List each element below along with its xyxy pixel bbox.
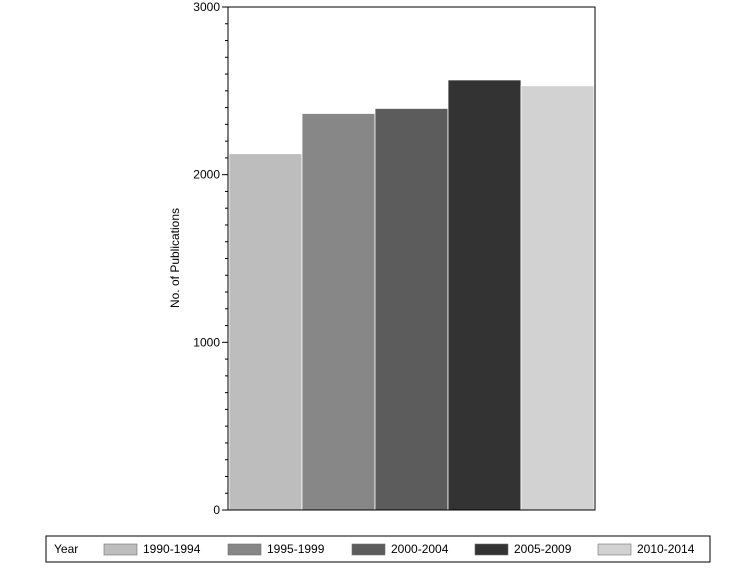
bars-layer xyxy=(228,79,595,511)
legend-title: Year xyxy=(54,542,78,556)
legend: Year 1990-1994 1995-1999 2000-2004 2005-200… xyxy=(45,535,711,563)
y-tick-label: 3000 xyxy=(193,0,220,14)
y-axis-label: No. of Publications xyxy=(168,208,182,308)
bar-2010-2014 xyxy=(520,85,595,511)
bar-2000-2004 xyxy=(374,108,449,511)
y-tick-label: 1000 xyxy=(193,335,220,349)
legend-swatch-1995-1999 xyxy=(227,543,262,556)
legend-label-1990-1994: 1990-1994 xyxy=(143,542,201,556)
y-axis: 0 1000 2000 3000 xyxy=(193,0,229,517)
legend-label-2005-2009: 2005-2009 xyxy=(514,542,572,556)
legend-label-2000-2004: 2000-2004 xyxy=(391,542,449,556)
legend-items: 1990-1994 1995-1999 2000-2004 2005-2009 2010… xyxy=(103,542,695,556)
legend-swatch-2010-2014 xyxy=(597,543,632,556)
y-tick-label: 2000 xyxy=(193,168,220,182)
bar-1990-1994 xyxy=(228,153,303,511)
legend-swatch-2000-2004 xyxy=(351,543,386,556)
bar-1995-1999 xyxy=(301,113,376,511)
y-tick-label: 0 xyxy=(213,503,220,517)
legend-label-1995-1999: 1995-1999 xyxy=(267,542,325,556)
bar-2005-2009 xyxy=(447,79,522,511)
legend-label-2010-2014: 2010-2014 xyxy=(637,542,695,556)
legend-swatch-1990-1994 xyxy=(103,543,138,556)
legend-swatch-2005-2009 xyxy=(474,543,509,556)
